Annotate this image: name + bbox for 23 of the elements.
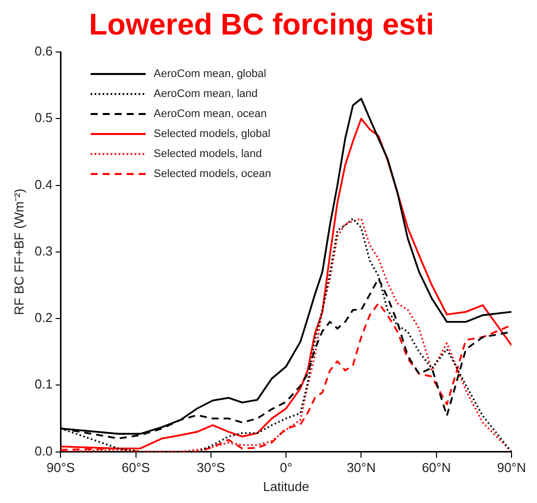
x-tick-label: 60°N — [422, 460, 451, 476]
y-tick-label: 0.0 — [34, 443, 53, 458]
x-axis-title: Latitude — [262, 478, 310, 494]
y-tick-label: 0.6 — [34, 44, 53, 59]
y-tick-label: 0.1 — [34, 376, 53, 392]
legend-label: Selected models, land — [154, 148, 262, 160]
y-tick-label: 0.2 — [34, 310, 53, 326]
x-tick-label: 90°S — [46, 460, 76, 476]
chart-title: Lowered BC forcing esti — [88, 8, 434, 42]
x-tick-label: 30°S — [196, 460, 226, 476]
legend-label: AeroCom mean, ocean — [154, 108, 267, 120]
legend-label: Selected models, ocean — [154, 168, 272, 180]
y-axis-title: RF BC FF+BF (Wm⁻²) — [11, 188, 26, 316]
legend-label: AeroCom mean, land — [154, 88, 258, 100]
x-tick-label: 90°N — [496, 460, 526, 476]
legend-label: Selected models, global — [154, 128, 270, 140]
y-tick-label: 0.3 — [34, 243, 53, 258]
legend-label: AeroCom mean, global — [154, 68, 266, 80]
x-tick-label: 60°S — [122, 460, 150, 476]
x-tick-label: 0° — [280, 460, 292, 476]
y-tick-label: 0.4 — [34, 176, 53, 192]
x-tick-label: 30°N — [346, 460, 376, 476]
y-tick-label: 0.5 — [34, 110, 53, 126]
